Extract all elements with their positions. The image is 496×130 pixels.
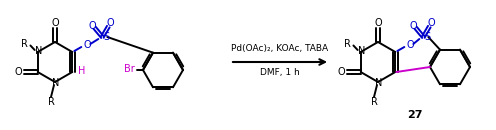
Text: R: R [21,38,28,48]
Text: DMF, 1 h: DMF, 1 h [260,67,300,76]
Text: O: O [428,18,435,28]
Text: O: O [374,18,382,28]
Text: O: O [51,18,59,28]
Text: O: O [407,40,414,50]
Text: O: O [15,67,22,77]
Text: R: R [344,38,351,48]
Text: R: R [371,97,377,107]
Text: R: R [48,97,55,107]
Text: Br: Br [124,64,134,74]
Text: O: O [107,18,114,28]
Text: Pd(OAc)₂, KOAc, TABA: Pd(OAc)₂, KOAc, TABA [232,44,328,53]
Text: N: N [52,78,60,88]
Text: S: S [424,32,431,42]
Text: O: O [410,21,418,31]
Text: N: N [358,46,366,56]
Text: N: N [375,78,383,88]
Text: O: O [89,21,97,31]
Text: S: S [103,32,110,42]
Text: 27: 27 [407,110,423,120]
Text: O: O [338,67,346,77]
Text: H: H [78,66,85,76]
Text: N: N [35,46,42,56]
Text: O: O [83,40,91,50]
